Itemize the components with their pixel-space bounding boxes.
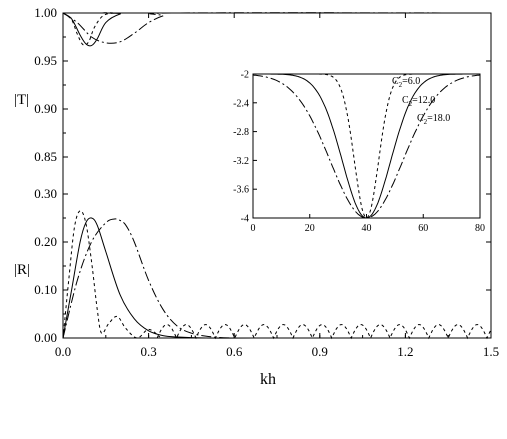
r-series-solid bbox=[62, 217, 491, 339]
r-ytick-label: 0.30 bbox=[34, 186, 57, 201]
inset-ticks: 0 20 40 60 80 -2 -2.4 -2.8 -3.2 -3.6 -4 bbox=[233, 70, 485, 235]
t-ytick-label: 0.85 bbox=[34, 149, 57, 164]
xtick-label: 0.0 bbox=[55, 344, 71, 359]
r-series-dotted bbox=[156, 324, 491, 340]
inset-ytick-label: -3.6 bbox=[233, 185, 249, 196]
inset-ytick-label: -2.4 bbox=[233, 98, 249, 109]
t-ytick-label: 0.90 bbox=[34, 101, 57, 116]
xtick-label: 0.9 bbox=[312, 344, 328, 359]
r-axis-label: |R| bbox=[14, 262, 30, 278]
inset-xtick-label: 20 bbox=[305, 223, 315, 234]
inset-annotation-c2-12: C2=12.0 bbox=[402, 95, 435, 108]
inset-series bbox=[252, 73, 481, 219]
t-axis-label: |T| bbox=[14, 92, 29, 108]
inset-ytick-label: -2.8 bbox=[233, 127, 249, 138]
xtick-label: 1.2 bbox=[397, 344, 413, 359]
t-series-dash bbox=[62, 12, 491, 46]
inset-xtick-label: 40 bbox=[362, 223, 372, 234]
inset-xtick-label: 0 bbox=[251, 223, 256, 234]
inset-series-solid bbox=[253, 73, 480, 219]
inset-ytick-label: -3.2 bbox=[233, 156, 249, 167]
inset-ytick-label: -2 bbox=[241, 70, 249, 81]
r-series-dash bbox=[62, 210, 161, 339]
inset-xtick-label: 60 bbox=[418, 223, 428, 234]
inset-annotation-c2-6: C2=6.0 bbox=[392, 76, 420, 89]
t-panel-series bbox=[62, 12, 492, 47]
r-ytick-label: 0.10 bbox=[34, 282, 57, 297]
inset-xtick-label: 80 bbox=[475, 223, 485, 234]
t-series-solid bbox=[62, 12, 492, 47]
t-ytick-label: 1.00 bbox=[34, 5, 57, 20]
chart-frame bbox=[62, 12, 492, 339]
r-ytick-label: 0.00 bbox=[34, 330, 57, 345]
r-panel-ticks: 0.00 0.10 0.20 0.30 bbox=[34, 186, 491, 345]
inset-chart: 0 20 40 60 80 -2 -2.4 -2.8 -3.2 -3.6 -4 C2=6.0 C2=… bbox=[233, 70, 485, 235]
t-ytick-label: 0.95 bbox=[34, 53, 57, 68]
t-series-dashdot bbox=[62, 12, 492, 44]
x-axis-label: kh bbox=[260, 371, 276, 388]
r-ytick-label: 0.20 bbox=[34, 234, 57, 249]
inset-ytick-label: -4 bbox=[241, 214, 249, 225]
xtick-label: 0.6 bbox=[226, 344, 243, 359]
x-axis-ticks: 0.0 0.3 0.6 0.9 1.2 1.5 bbox=[55, 13, 499, 359]
inset-annotation-c2-18: C2=18.0 bbox=[417, 113, 450, 126]
inset-series-dash bbox=[253, 73, 480, 219]
r-panel-series bbox=[62, 210, 491, 340]
r-series-dashdot bbox=[62, 218, 235, 339]
t-panel-ticks: 0.85 0.90 0.95 1.00 bbox=[34, 5, 491, 164]
xtick-label: 0.3 bbox=[140, 344, 156, 359]
inset-series-dashdot bbox=[252, 74, 481, 219]
xtick-label: 1.5 bbox=[483, 344, 499, 359]
